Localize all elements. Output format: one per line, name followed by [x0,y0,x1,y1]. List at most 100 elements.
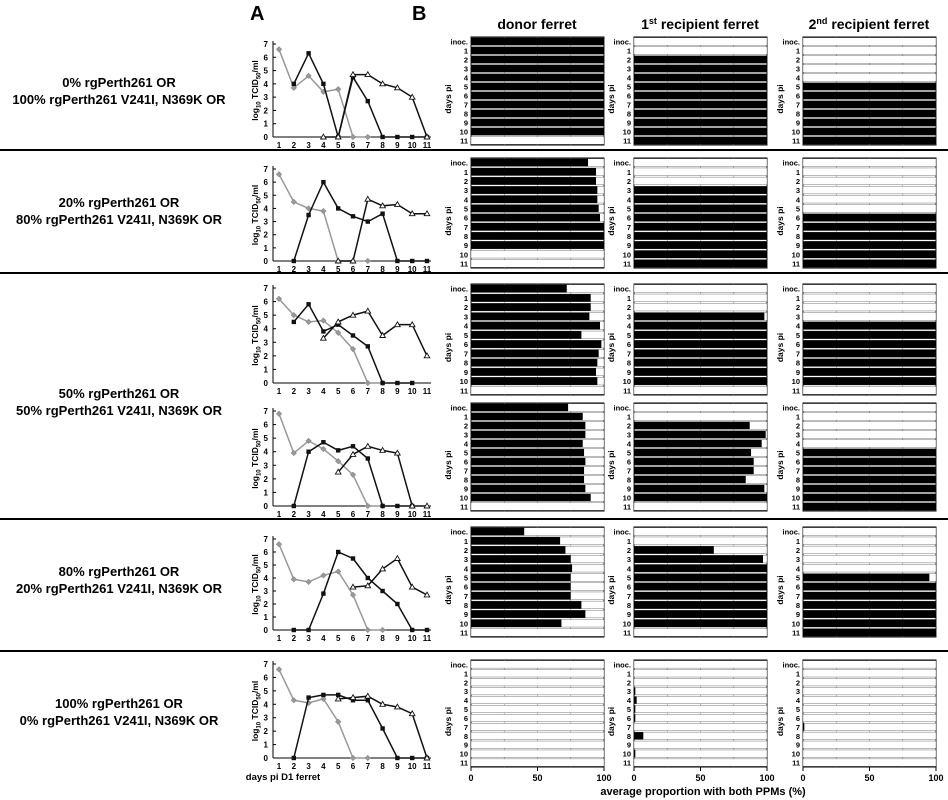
x-tick-label: 10 [408,762,417,771]
x-tick-label: 6 [351,141,356,150]
x-axis-label-b: average proportion with both PPMs (%) [600,786,806,798]
data-point-square [321,81,326,87]
row-label: inoc. [450,528,468,537]
bar [471,118,604,127]
bar-row-bg [470,386,605,395]
row-label: 5 [464,449,468,458]
bar-row-bg [470,250,605,259]
bar-row-bg [633,628,768,637]
row-label: 7 [796,723,800,732]
bar [471,439,583,448]
data-point-triangle [364,70,372,78]
data-point-square [365,575,370,581]
data-point-square [365,456,370,461]
data-point-diamond [305,578,312,586]
data-point-triangle [379,202,387,209]
bar [471,493,591,502]
row-label: 2 [627,177,631,186]
row-label: 1 [627,537,631,546]
y-tick-label: 5 [264,311,269,320]
row-label: inoc. [450,404,468,413]
row-label: 4 [627,74,632,83]
bar [471,430,586,439]
bar [471,312,590,321]
row-label: 3 [627,431,631,440]
row-label: 4 [464,696,469,705]
data-point-square [306,212,311,218]
bar-row-bg [802,46,937,55]
group-label-line1: 100% rgPerth261 OR [55,696,184,711]
data-point-square [336,692,341,698]
bar [803,127,936,136]
bar [634,448,752,457]
bar [471,349,599,358]
row-label: 4 [796,322,801,331]
row-label: 10 [460,494,468,503]
bar [803,582,936,591]
data-point-square [410,755,415,761]
y-tick-label: 5 [264,687,269,696]
bar-row-bg [802,678,937,687]
x-tick-label: 11 [423,634,432,643]
data-point-triangle [349,311,357,318]
data-point-square [424,258,430,264]
row-label: 11 [792,386,800,395]
bar [471,610,586,618]
data-point-diamond [275,666,283,673]
data-point-square [306,627,311,633]
bar [634,714,636,722]
column-header-donor: donor ferret [497,16,577,32]
bar [471,536,561,545]
series-line-open-triangle [338,198,427,262]
bar [803,109,936,118]
row-label: 1 [627,294,631,303]
days-pi-label: days pi [606,333,616,362]
bar-row-bg [802,564,937,573]
data-point-triangle [349,257,357,264]
data-point-triangle [423,133,431,140]
row-label: inoc. [782,404,800,413]
x-tick-label: 3 [306,265,311,274]
bar [634,91,767,100]
data-point-diamond [290,84,297,91]
bar-row-bg [802,195,937,204]
bar [803,466,936,475]
bar-row-bg [470,502,605,511]
data-point-square [291,319,296,325]
row-label: 7 [464,723,468,732]
y-tick-label: 1 [264,365,269,374]
bar [634,377,767,385]
x-tick-label: 10 [408,634,417,643]
row-label: 9 [796,119,800,128]
row-label: 5 [627,204,631,213]
bar [471,232,604,240]
group-label-line1: 0% rgPerth261 OR [62,75,176,90]
data-point-triangle [408,320,416,328]
bar [471,204,599,213]
bar-x-axis-1: 0 50 100 [631,767,775,783]
bar-row-bg [802,660,937,669]
row-label: 10 [623,128,631,137]
bar [803,377,936,385]
data-point-diamond [320,445,327,453]
x-tick-label: 4 [321,762,326,771]
bar-row-bg [802,284,937,293]
series-line-black-square [293,550,427,631]
row-label: 9 [464,610,468,619]
x-tick-label: 8 [380,510,385,519]
row-label: 1 [464,168,468,177]
row-label: 11 [792,137,800,146]
row-label: 10 [792,619,800,628]
days-pi-label: days pi [443,575,453,604]
data-point-triangle [364,692,372,699]
row-label: 2 [464,546,468,555]
days-pi-label: days pi [606,450,616,479]
row-label: 2 [464,303,468,312]
bar [634,321,767,330]
